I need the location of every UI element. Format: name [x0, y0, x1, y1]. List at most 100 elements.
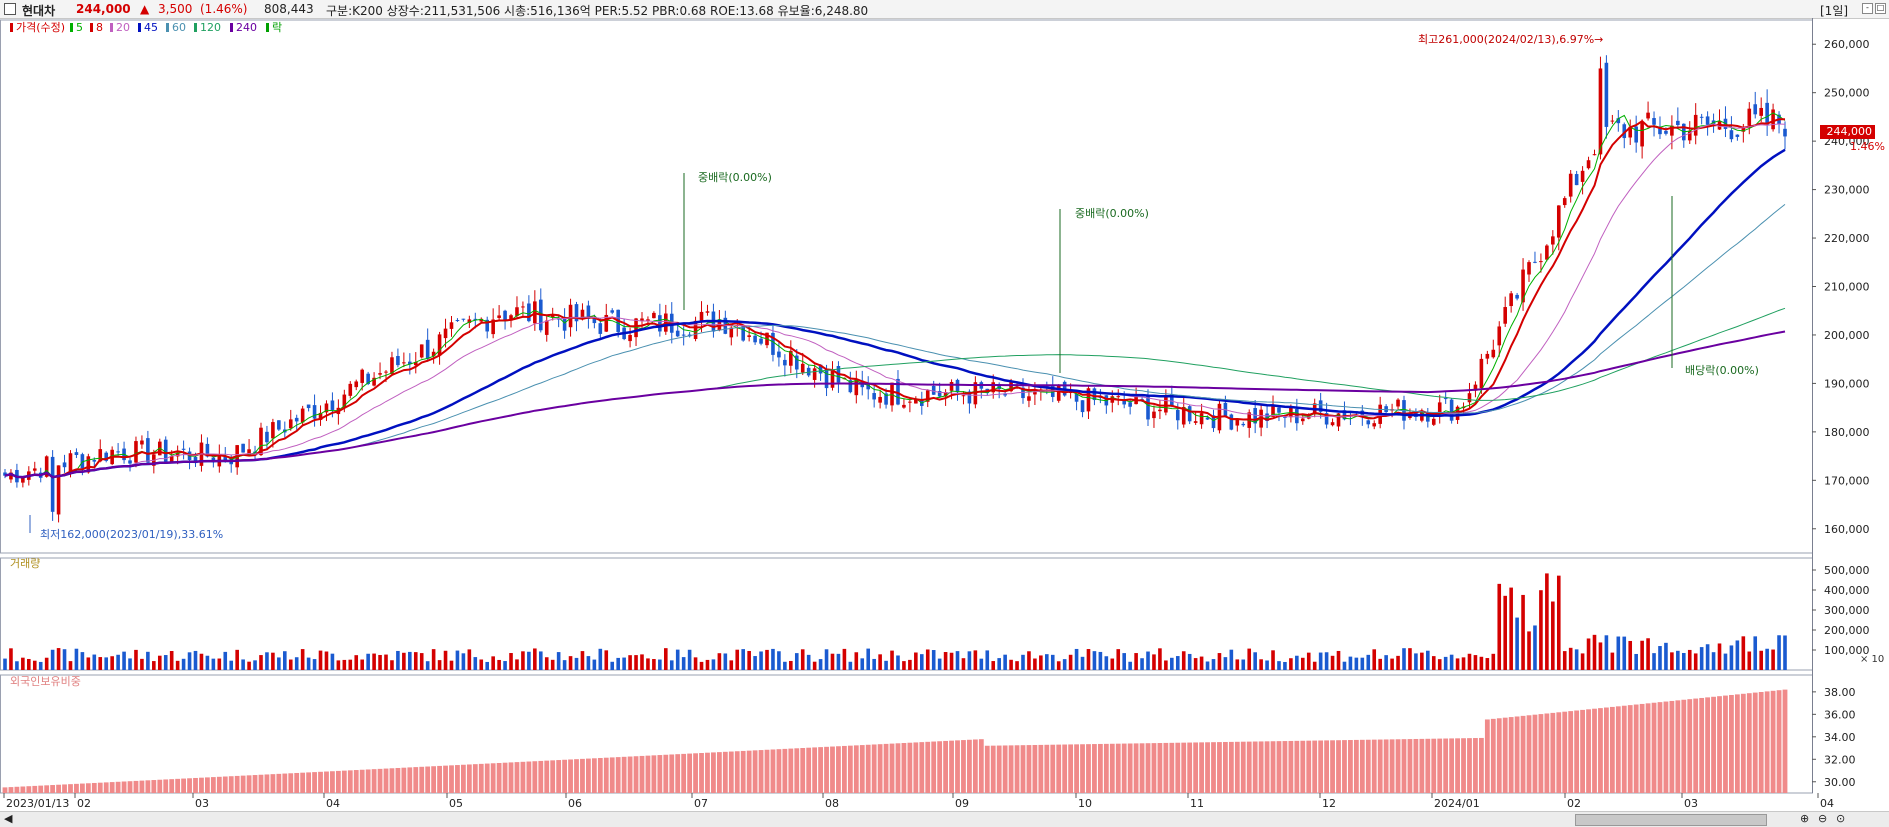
foreign-ratio-bar — [335, 770, 341, 793]
volume-bar — [914, 652, 918, 670]
foreign-ratio-bar — [1443, 738, 1449, 793]
foreign-ratio-bar — [478, 763, 484, 793]
foreign-ratio-bar — [2, 787, 8, 793]
foreign-ratio-bar — [1764, 691, 1770, 793]
volume-bar — [1705, 644, 1710, 670]
maximize-icon[interactable]: □ — [1875, 3, 1886, 14]
volume-bar — [1783, 635, 1787, 670]
candle-body — [306, 404, 311, 409]
volume-bar — [396, 650, 400, 670]
candle-body — [163, 439, 168, 462]
volume-bar — [919, 654, 924, 670]
zoom-out-icon[interactable]: ⊖ — [1818, 812, 1828, 825]
foreign-ratio-bar — [1592, 708, 1597, 793]
price-tick-label: 220,000 — [1824, 232, 1870, 245]
foreign-ratio-bar — [716, 752, 722, 793]
candle-body — [777, 351, 781, 358]
volume-bar — [908, 659, 912, 670]
candle-body — [1562, 198, 1567, 206]
candle-body — [1753, 104, 1758, 115]
foreign-ratio-bar — [395, 767, 401, 793]
candle-body — [1170, 394, 1174, 407]
volume-bar — [1229, 649, 1234, 670]
foreign-ratio-bar — [1008, 745, 1014, 793]
volume-bar — [306, 657, 311, 670]
candle-body — [360, 369, 364, 383]
zoom-in-icon[interactable]: ⊕ — [1800, 812, 1810, 825]
legend-item: 60 — [172, 21, 186, 34]
volume-bar — [1187, 653, 1192, 670]
scroll-left-icon[interactable]: ◀ — [4, 812, 13, 825]
volume-bar — [800, 649, 805, 670]
period-selector[interactable]: [1일] — [1820, 4, 1849, 18]
candle-body — [967, 391, 972, 404]
foreign-ratio-bar — [871, 744, 877, 793]
candle-body — [586, 305, 591, 319]
volume-bar — [1604, 635, 1609, 670]
foreign-ratio-bar — [1568, 711, 1574, 793]
volume-bar — [229, 660, 234, 670]
candle-body — [1467, 393, 1472, 403]
stock-chart[interactable]: 160,000 170,000 180,000 190,000 200,000 210,0… — [0, 18, 1889, 811]
volume-bar — [1622, 636, 1627, 670]
foreign-ratio-bar — [1746, 693, 1752, 793]
foreign-ratio-bar — [1300, 740, 1306, 793]
candle-body — [372, 377, 376, 386]
candle-body — [342, 394, 347, 409]
x-tick-label: 10 — [1078, 797, 1092, 810]
foreign-ratio-bar — [967, 739, 972, 793]
foreign-ratio-bar — [925, 741, 931, 793]
candle-body — [1205, 417, 1210, 420]
foreign-ratio-bar — [1705, 697, 1711, 793]
foreign-ratio-bar — [1103, 743, 1109, 793]
volume-bar — [896, 655, 900, 670]
candle-body — [1235, 419, 1240, 426]
volume-bar — [949, 652, 954, 670]
foreign-ratio-bar — [1276, 741, 1282, 793]
foreign-ratio-bar — [669, 754, 675, 793]
foreign-ratio-bar — [1717, 696, 1722, 793]
candle-body — [503, 310, 507, 320]
volume-bar — [1777, 635, 1781, 670]
foreign-ratio-bar — [806, 747, 812, 793]
foreign-ratio-bar — [1175, 742, 1181, 793]
foreign-ratio-bar — [1109, 743, 1115, 793]
candle-body — [890, 382, 894, 406]
foreign-ratio-bar — [1270, 741, 1276, 793]
foreign-ratio-bar — [847, 745, 853, 793]
select-checkbox[interactable] — [4, 3, 16, 15]
volume-bar — [360, 659, 364, 670]
foreign-ratio-bar — [544, 760, 550, 793]
volume-bar — [1693, 653, 1698, 670]
volume-bar — [699, 661, 704, 670]
candle-body — [271, 422, 275, 439]
legend-swatch — [138, 23, 141, 32]
candle-body — [116, 451, 120, 453]
volume-bar — [1211, 659, 1216, 670]
volume-bar — [765, 649, 769, 670]
zoom-reset-icon[interactable]: ⊙ — [1836, 812, 1846, 825]
foreign-ratio-bar — [1187, 742, 1193, 793]
candle-body — [1604, 62, 1609, 127]
candle-body — [1652, 118, 1656, 125]
candle-body — [1491, 349, 1496, 358]
candle-body — [693, 320, 698, 339]
volume-bar — [640, 654, 644, 670]
foreign-ratio-bar — [240, 775, 246, 793]
volume-bar — [1146, 651, 1150, 670]
foreign-ratio-bar — [1752, 692, 1758, 793]
volume-bar — [509, 653, 513, 670]
scroll-thumb[interactable] — [1575, 814, 1767, 826]
candle-body — [568, 304, 573, 328]
candle-body — [1437, 402, 1442, 416]
candle-body — [1092, 388, 1097, 401]
foreign-ratio-bar — [1193, 742, 1199, 793]
volume-bar — [628, 655, 632, 670]
volume-bar — [568, 656, 573, 670]
candle-body — [378, 373, 382, 375]
scroll-bar[interactable]: ◀ ⊕ ⊖ ⊙ — [0, 811, 1889, 827]
volume-bar — [372, 653, 376, 670]
minimize-icon[interactable]: - — [1862, 3, 1873, 14]
x-tick-label: 2023/01/13 — [6, 797, 69, 810]
x-tick-label: 11 — [1190, 797, 1204, 810]
